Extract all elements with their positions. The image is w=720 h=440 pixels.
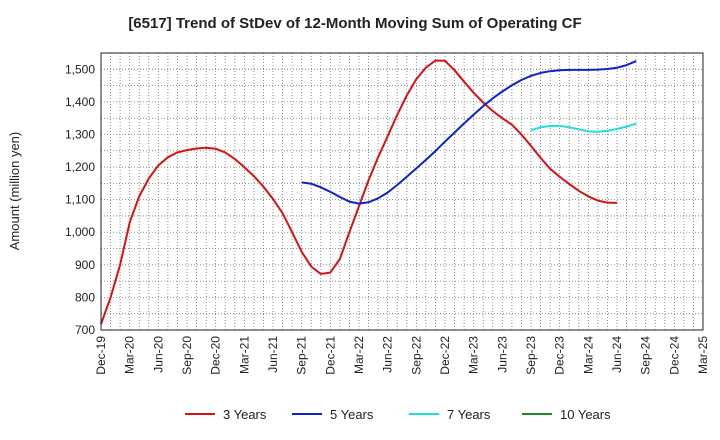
legend-label: 3 Years [223, 407, 267, 422]
x-tick-label: Sep-22 [409, 336, 423, 375]
y-tick-label: 700 [75, 323, 95, 337]
y-tick-label: 1,000 [65, 225, 95, 239]
x-tick-label: Dec-23 [553, 336, 567, 375]
series-lines [100, 59, 637, 325]
x-tick-label: Jun-24 [610, 336, 624, 373]
x-tick-label: Jun-22 [381, 336, 395, 373]
tick-labels: 700 800 900 1,000 1,100 1,200 1,300 1,400 1,500 D… [65, 62, 710, 374]
grid [101, 53, 703, 330]
x-tick-label: Mar-23 [467, 336, 481, 374]
x-tick-label: Jun-20 [151, 336, 165, 373]
legend-label: 7 Years [447, 407, 491, 422]
x-tick-label: Mar-24 [581, 336, 595, 374]
legend-label: 5 Years [330, 407, 374, 422]
x-tick-label: Dec-19 [94, 336, 108, 375]
y-tick-label: 1,300 [65, 127, 95, 141]
series-line-5-years [301, 60, 637, 205]
x-tick-label: Sep-21 [295, 336, 309, 375]
x-tick-label: Sep-23 [524, 336, 538, 375]
x-tick-label: Dec-22 [438, 336, 452, 375]
x-tick-label: Jun-21 [266, 336, 280, 373]
x-tick-label: Dec-20 [209, 336, 223, 375]
x-tick-label: Dec-24 [667, 336, 681, 375]
y-axis-label: Amount (million yen) [7, 132, 22, 251]
y-tick-label: 1,500 [65, 62, 95, 76]
plot-area-frame [100, 52, 704, 331]
y-tick-label: 1,100 [65, 193, 95, 207]
x-tick-label: Jun-23 [495, 336, 509, 373]
x-tick-label: Mar-22 [352, 336, 366, 374]
chart-title: [6517] Trend of StDev of 12-Month Moving… [128, 15, 581, 32]
y-tick-label: 1,400 [65, 95, 95, 109]
y-tick-label: 1,200 [65, 160, 95, 174]
y-tick-label: 900 [75, 258, 95, 272]
x-tick-label: Mar-25 [696, 336, 710, 374]
x-tick-label: Sep-24 [639, 336, 653, 375]
y-tick-label: 800 [75, 290, 95, 304]
series-line-3-years [100, 59, 618, 325]
series-line-7-years [530, 122, 637, 133]
x-tick-label: Mar-20 [123, 336, 137, 374]
legend: 3 Years 5 Years 7 Years 10 Years [185, 407, 611, 422]
x-tick-label: Dec-21 [323, 336, 337, 375]
legend-label: 10 Years [560, 407, 611, 422]
x-tick-label: Sep-20 [180, 336, 194, 375]
x-tick-label: Mar-21 [237, 336, 251, 374]
